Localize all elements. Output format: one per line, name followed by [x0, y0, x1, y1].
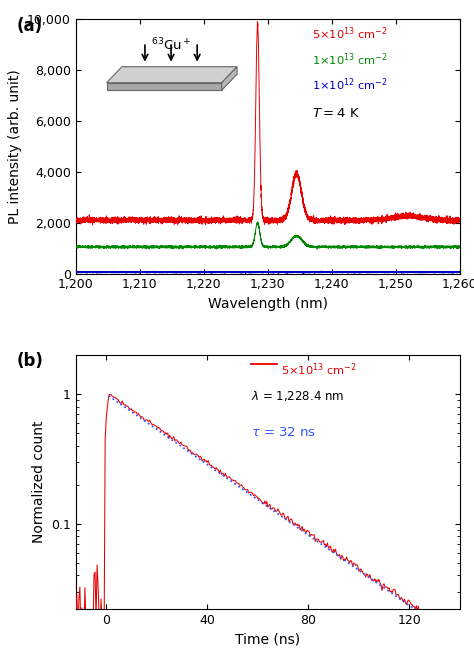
Text: $\tau$ = 32 ns: $\tau$ = 32 ns: [251, 426, 316, 439]
Text: $\lambda$ = 1,228.4 nm: $\lambda$ = 1,228.4 nm: [251, 389, 344, 403]
X-axis label: Time (ns): Time (ns): [235, 632, 301, 647]
Y-axis label: PL intensity (arb. unit): PL intensity (arb. unit): [8, 69, 21, 224]
X-axis label: Wavelength (nm): Wavelength (nm): [208, 297, 328, 311]
Text: 1×10$^{13}$ cm$^{-2}$: 1×10$^{13}$ cm$^{-2}$: [312, 51, 388, 68]
Text: 1×10$^{12}$ cm$^{-2}$: 1×10$^{12}$ cm$^{-2}$: [312, 76, 388, 93]
Text: $T$ = 4 K: $T$ = 4 K: [312, 107, 360, 120]
Y-axis label: Normalized count: Normalized count: [32, 421, 46, 543]
Text: (a): (a): [16, 17, 43, 35]
Text: (b): (b): [16, 353, 43, 371]
Text: 5×10$^{13}$ cm$^{-2}$: 5×10$^{13}$ cm$^{-2}$: [312, 26, 388, 42]
Text: 5×10$^{13}$ cm$^{-2}$: 5×10$^{13}$ cm$^{-2}$: [281, 362, 357, 378]
